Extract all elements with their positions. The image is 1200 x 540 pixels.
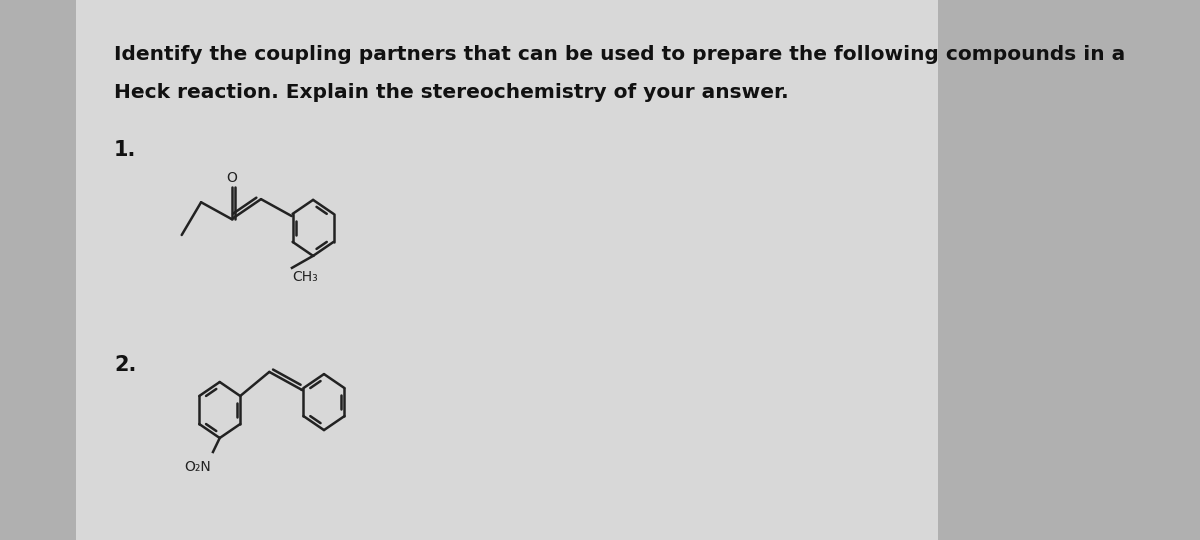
Text: 2.: 2. [114,355,137,375]
Text: Identify the coupling partners that can be used to prepare the following compoun: Identify the coupling partners that can … [114,45,1126,64]
Text: CH₃: CH₃ [292,270,318,284]
FancyBboxPatch shape [76,0,938,540]
Text: O₂N: O₂N [185,460,211,474]
Text: 1.: 1. [114,140,137,160]
Text: O: O [227,171,238,185]
Text: Heck reaction. Explain the stereochemistry of your answer.: Heck reaction. Explain the stereochemist… [114,83,788,102]
